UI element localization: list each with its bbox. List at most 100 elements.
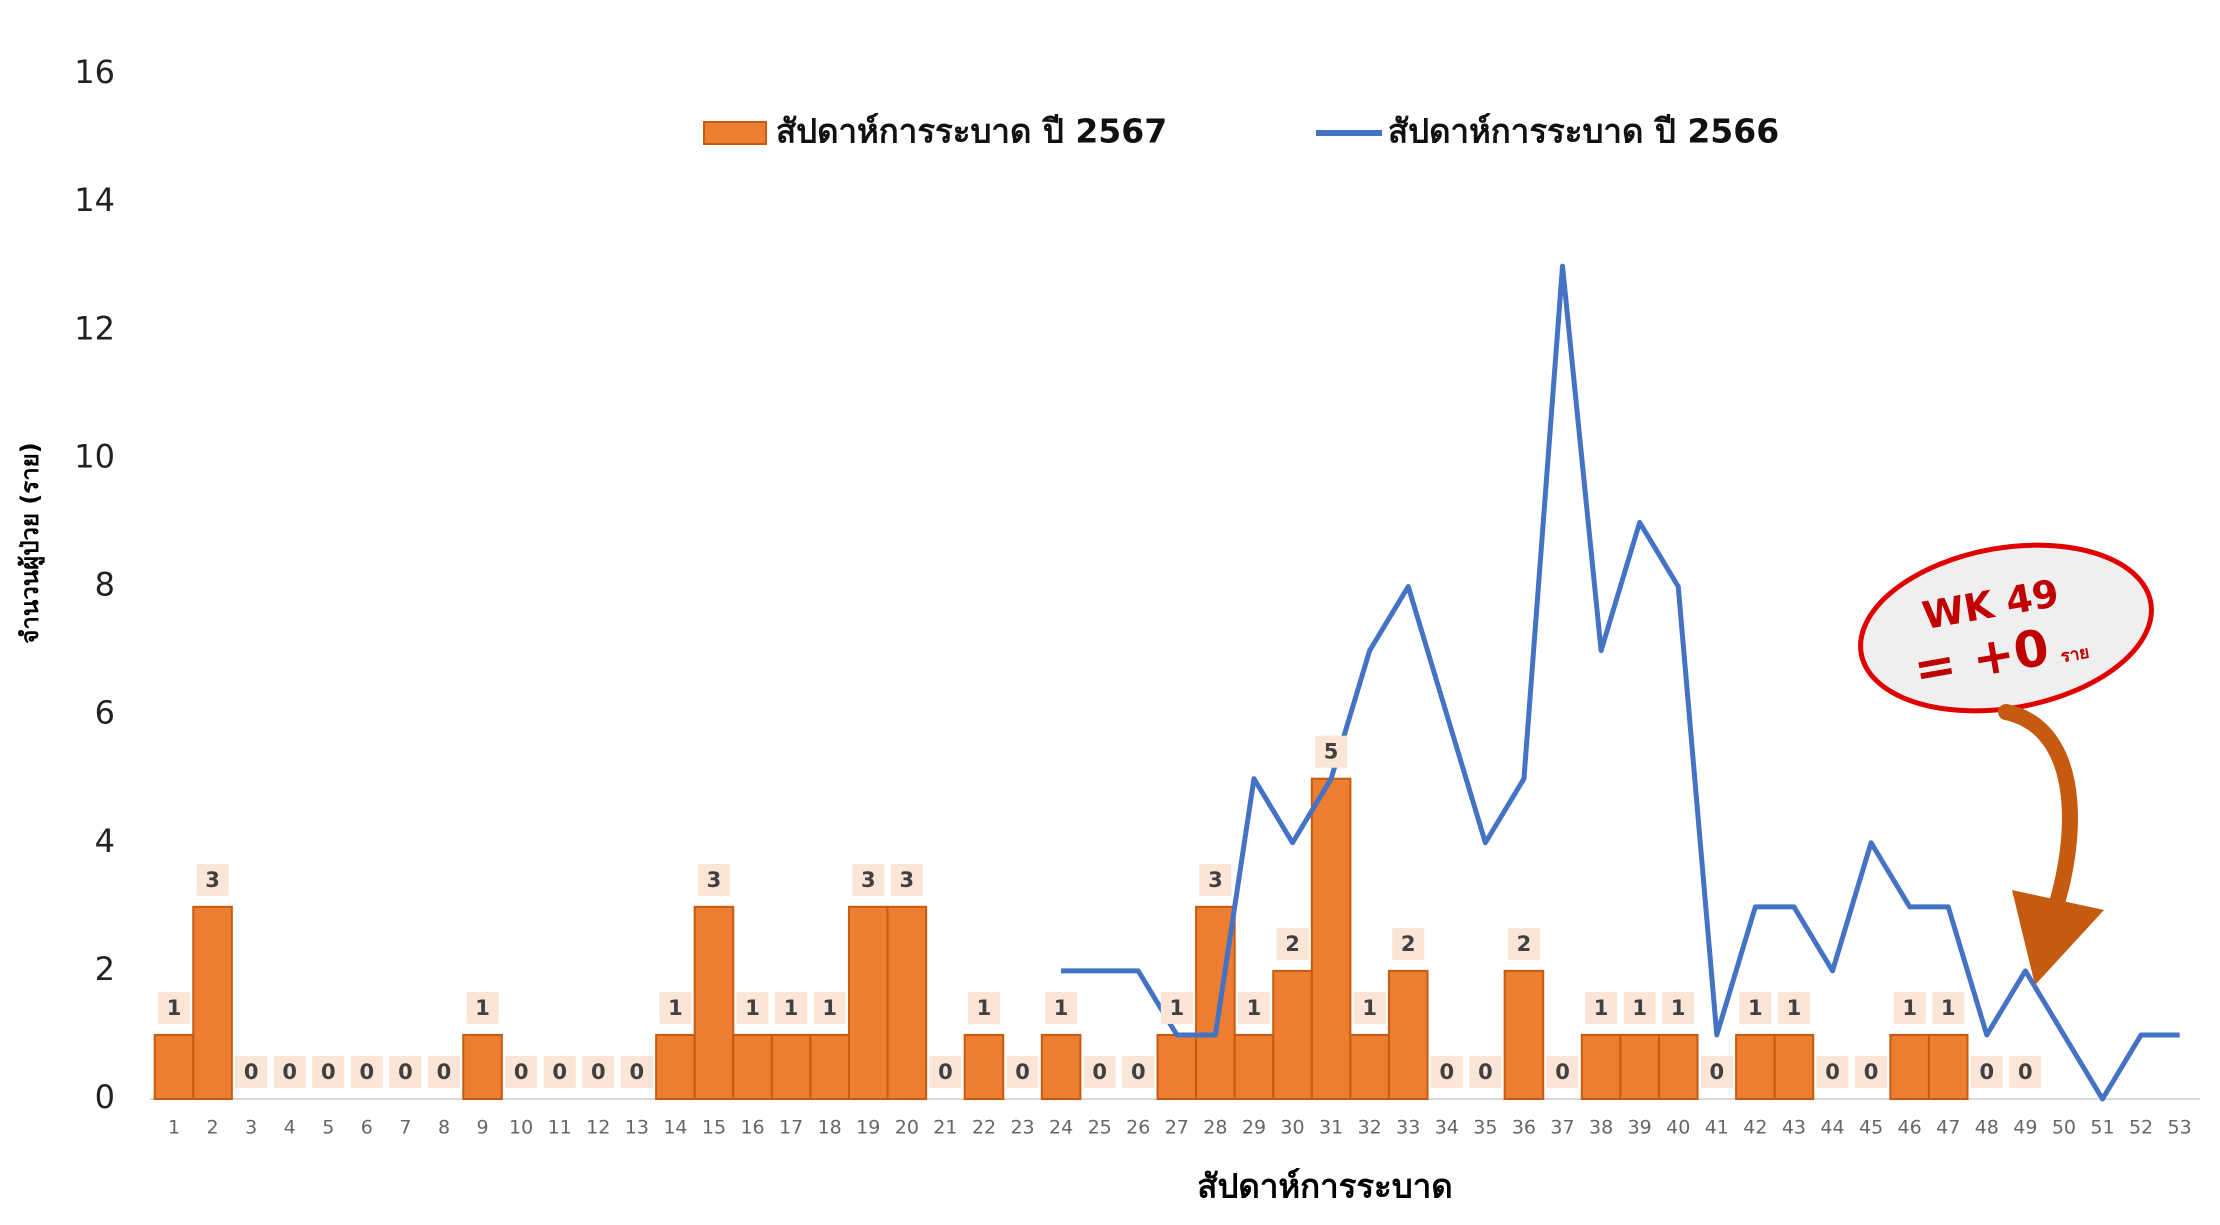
label-bg xyxy=(1623,991,1656,1024)
data-label: 1 xyxy=(977,996,992,1020)
data-label: 1 xyxy=(1941,996,1956,1020)
label-bg xyxy=(582,1056,615,1088)
label-bg xyxy=(736,991,769,1024)
data-label: 1 xyxy=(1594,996,1609,1020)
bar xyxy=(809,1033,850,1100)
label-bg xyxy=(775,991,808,1024)
data-label: 0 xyxy=(1709,1060,1724,1084)
x-tick-label: 53 xyxy=(2168,1117,2192,1139)
x-tick-label: 31 xyxy=(1319,1117,1343,1139)
data-label: 0 xyxy=(514,1060,529,1084)
data-label: 0 xyxy=(282,1060,297,1084)
data-label: 0 xyxy=(1864,1060,1879,1084)
bar xyxy=(1735,1033,1776,1100)
label-bg xyxy=(389,1056,422,1088)
data-label: 3 xyxy=(900,868,915,892)
bar xyxy=(1927,1033,1969,1100)
x-tick-label: 25 xyxy=(1088,1117,1112,1139)
x-tick-label: 27 xyxy=(1165,1117,1189,1139)
label-bg xyxy=(929,1056,962,1088)
bar xyxy=(847,905,889,1100)
data-label: 0 xyxy=(398,1060,413,1084)
label-bg xyxy=(890,863,923,896)
label-bg xyxy=(852,863,885,896)
data-label: 1 xyxy=(1902,996,1917,1020)
label-bg xyxy=(312,1056,345,1088)
label-bg xyxy=(2009,1056,2042,1088)
data-label: 1 xyxy=(1247,996,1262,1020)
bar xyxy=(1619,1033,1660,1100)
x-tick-label: 45 xyxy=(1859,1117,1883,1139)
x-tick-label: 17 xyxy=(779,1117,803,1139)
x-tick-label: 47 xyxy=(1936,1117,1960,1139)
x-tick-label: 5 xyxy=(322,1117,334,1139)
legend-swatch xyxy=(703,121,767,145)
label-bg xyxy=(1006,1056,1039,1088)
annotation: WK 49 = +0 ราย xyxy=(1858,542,2154,985)
x-tick-label: 38 xyxy=(1589,1117,1613,1139)
x-tick-label: 41 xyxy=(1705,1117,1729,1139)
legend-label: สัปดาห์การระบาด ปี 2567 xyxy=(776,112,1167,151)
bar xyxy=(732,1033,773,1100)
x-tick-label: 12 xyxy=(586,1117,610,1139)
label-bg xyxy=(1546,1056,1579,1088)
bar xyxy=(1233,1033,1275,1100)
bar xyxy=(1503,969,1545,1100)
x-tick-label: 46 xyxy=(1898,1117,1922,1139)
x-tick-label: 43 xyxy=(1782,1117,1806,1139)
data-label: 0 xyxy=(630,1060,645,1084)
data-label: 1 xyxy=(1632,996,1647,1020)
y-tick-label: 10 xyxy=(74,437,115,475)
x-tick-label: 22 xyxy=(972,1117,996,1139)
data-label: 0 xyxy=(1015,1060,1030,1084)
x-tick-label: 21 xyxy=(933,1117,957,1139)
y-tick-label: 4 xyxy=(95,822,115,860)
y-tick-label: 16 xyxy=(74,53,115,91)
data-label: 0 xyxy=(552,1060,567,1084)
data-label: 1 xyxy=(1671,996,1686,1020)
x-tick-label: 37 xyxy=(1550,1117,1574,1139)
bar xyxy=(770,1033,812,1100)
label-bg xyxy=(813,991,846,1024)
bar xyxy=(1156,1033,1198,1100)
data-label: 0 xyxy=(1092,1060,1107,1084)
label-bg xyxy=(1276,927,1309,960)
data-label: 0 xyxy=(437,1060,452,1084)
label-bg xyxy=(1160,991,1193,1024)
bar xyxy=(1272,969,1313,1100)
label-bg xyxy=(1585,991,1618,1024)
label-bg xyxy=(1469,1056,1502,1088)
data-label: 0 xyxy=(591,1060,606,1084)
label-bg xyxy=(1315,735,1348,768)
data-label: 3 xyxy=(205,868,220,892)
legend-label: สัปดาห์การระบาด ปี 2566 xyxy=(1388,112,1779,151)
data-label: 0 xyxy=(1555,1060,1570,1084)
x-tick-label: 1 xyxy=(168,1117,180,1139)
x-axis-label: สัปดาห์การระบาด xyxy=(1197,1167,1452,1206)
data-label: 0 xyxy=(360,1060,375,1084)
data-label: 1 xyxy=(475,996,490,1020)
x-tick-label: 28 xyxy=(1203,1117,1227,1139)
data-label: 0 xyxy=(1478,1060,1493,1084)
x-tick-label: 2 xyxy=(207,1117,219,1139)
y-tick-label: 14 xyxy=(74,181,115,219)
data-label: 1 xyxy=(167,996,182,1020)
x-tick-label: 49 xyxy=(2013,1117,2037,1139)
bar xyxy=(886,905,928,1100)
bar xyxy=(655,1033,696,1100)
bar xyxy=(693,905,735,1100)
y-axis-label: จำนวนผู้ป่วย (ราย) xyxy=(16,442,45,643)
label-bg xyxy=(1507,927,1540,960)
label-bg xyxy=(1122,1056,1155,1088)
label-bg xyxy=(1392,927,1425,960)
data-label: 1 xyxy=(668,996,683,1020)
label-bg xyxy=(466,991,499,1024)
label-bg xyxy=(235,1056,268,1088)
label-bg xyxy=(427,1056,460,1088)
label-bg xyxy=(1855,1056,1888,1088)
x-tick-label: 15 xyxy=(702,1117,726,1139)
label-bg xyxy=(273,1056,306,1088)
x-tick-label: 23 xyxy=(1010,1117,1034,1139)
label-bg xyxy=(1739,991,1772,1024)
